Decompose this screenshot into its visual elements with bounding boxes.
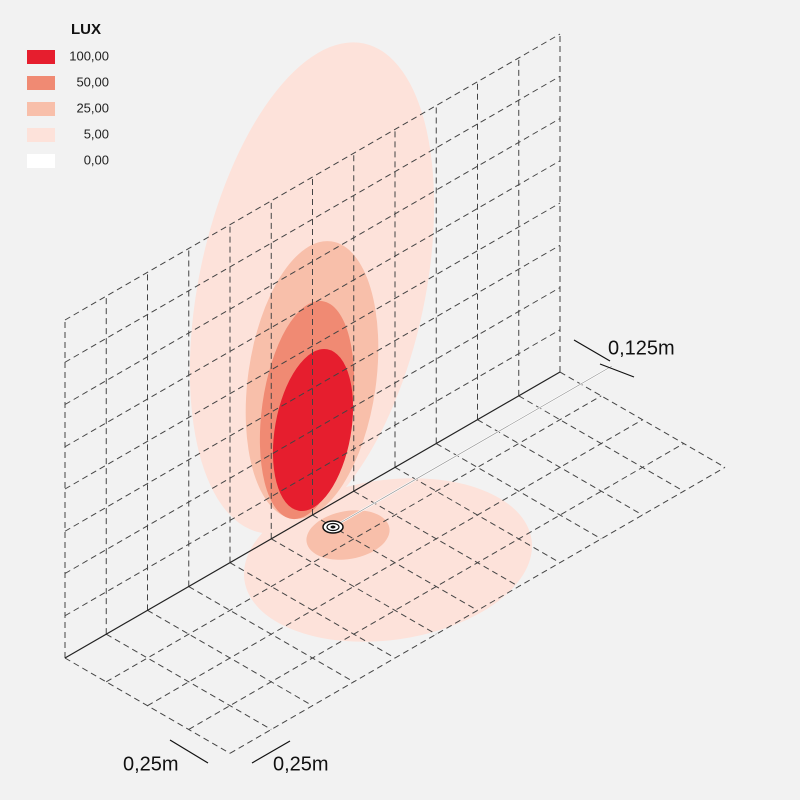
legend-swatch [27,154,55,168]
floor-grid-line [147,419,643,707]
floor-grid-line [105,395,602,683]
offset-line [332,365,613,528]
floor-grid-line [64,657,231,754]
legend-swatch [27,102,55,116]
dimension-label: 0,25m [273,753,329,775]
legend: 100,00 50,00 25,00 5,00 0,00 [27,48,109,168]
floor-grid-line [105,633,272,730]
dimension-label: 0,125m [608,337,675,359]
floor-grid-line [435,443,602,540]
legend-title: LUX [71,21,101,38]
floor-grid-line [229,466,726,754]
wall-grid-line [64,244,561,532]
wall-grid-line [64,287,561,574]
wall-base [64,371,561,659]
wall-grid-line [64,118,561,405]
wall-grid-line [64,75,561,363]
wall-grid-line [64,160,561,448]
legend-label: 100,00 [69,48,109,63]
dimension-marks [169,339,635,764]
legend-label: 25,00 [76,100,109,115]
legend-label: 0,00 [84,152,109,167]
dimension-label: 0,25m [123,753,179,775]
legend-label: 50,00 [76,74,109,89]
floor-grid-line [477,419,643,516]
legend-swatch [27,76,55,90]
legend-swatch [27,50,55,64]
legend-swatch [27,128,55,142]
isolux-contour [243,478,533,642]
floor-grid-line [270,538,437,635]
fixture [322,520,344,534]
wall-grid-line [64,202,561,490]
floor-grid-line [188,443,685,730]
wall-grid-line [64,33,561,321]
grid [64,33,726,754]
legend-label: 5,00 [84,126,109,141]
wall-grid-line [64,329,561,617]
